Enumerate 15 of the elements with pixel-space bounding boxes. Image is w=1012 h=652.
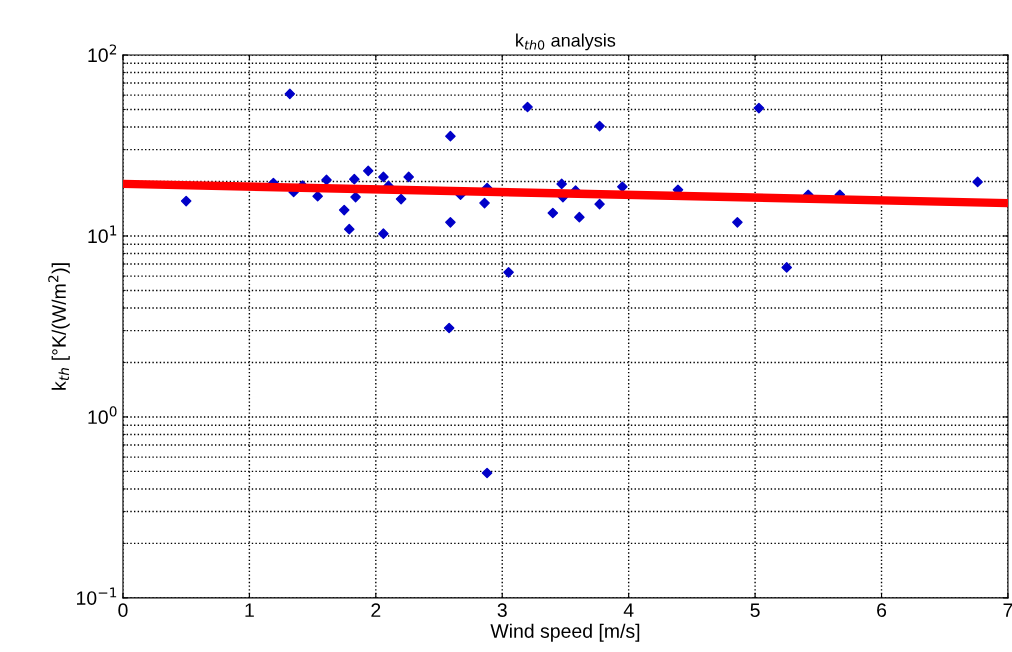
y-tick-label: 10$^{1}$ <box>88 225 117 244</box>
y-tick-label: 10$^{2}$ <box>88 44 117 63</box>
x-tick-label: 7 <box>1003 603 1012 617</box>
x-tick-label: 5 <box>750 603 760 618</box>
y-tick-label: 10$^{0}$ <box>88 406 117 425</box>
x-tick-label: 0 <box>118 603 128 618</box>
y-axis-title: k$_{th}$ [°K/(W/m$^{2}$)] <box>48 263 70 390</box>
x-tick-label: 1 <box>245 603 254 617</box>
chart-title: k$_{th0}$ analysis <box>516 33 616 51</box>
x-tick-label: 4 <box>623 603 634 617</box>
y-tick-label: 10$^{−1}$ <box>77 587 117 605</box>
x-tick-label: 3 <box>497 603 507 618</box>
x-axis-title: Wind speed [m/s] <box>490 623 640 642</box>
x-tick-label: 6 <box>877 603 887 618</box>
x-tick-label: 2 <box>371 603 381 617</box>
